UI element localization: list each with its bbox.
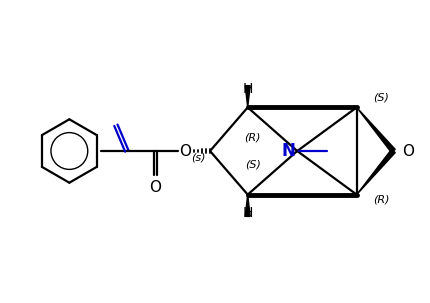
Text: O: O (402, 144, 414, 158)
Text: (S): (S) (374, 92, 390, 102)
Text: (R): (R) (373, 195, 390, 205)
Text: O: O (150, 180, 162, 195)
Text: O: O (179, 144, 191, 158)
Text: H: H (243, 82, 253, 96)
Text: H: H (243, 206, 253, 220)
Text: N: N (281, 142, 295, 160)
Text: (S): (S) (245, 160, 261, 170)
Text: (s): (s) (191, 153, 206, 163)
Polygon shape (245, 195, 250, 216)
Polygon shape (357, 107, 395, 153)
Text: (R): (R) (244, 132, 261, 142)
Polygon shape (357, 149, 395, 195)
Polygon shape (245, 86, 250, 107)
